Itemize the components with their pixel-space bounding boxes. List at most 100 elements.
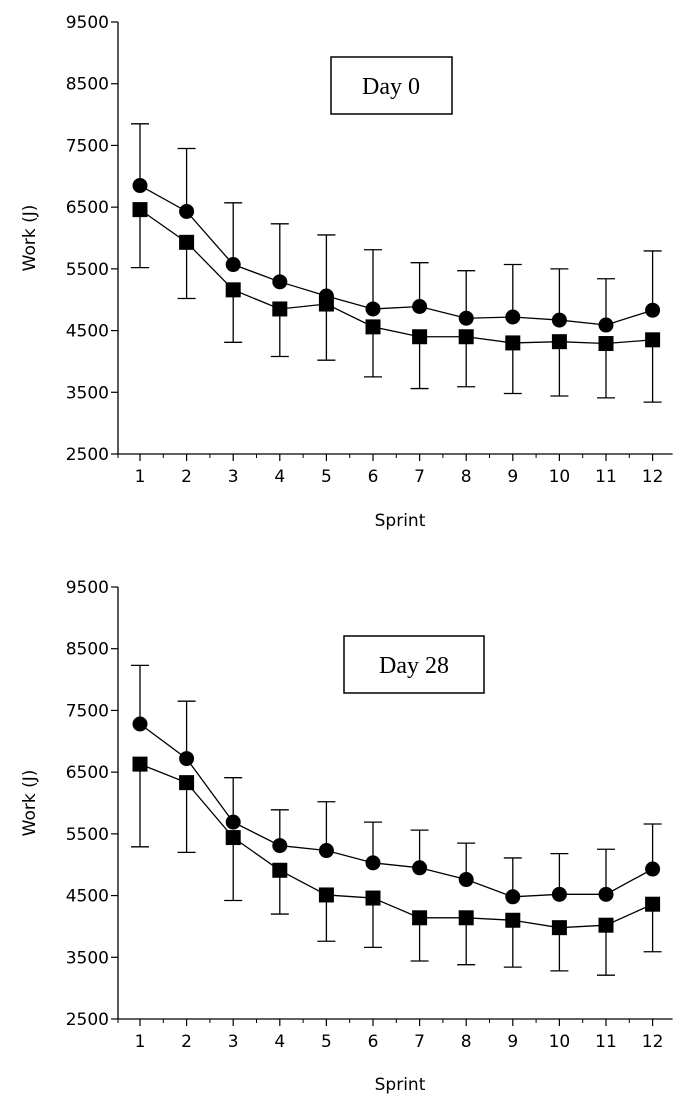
day-0-x-tick-label: 1 xyxy=(135,467,146,487)
day-28-square-point xyxy=(598,917,614,933)
day-28-y-tick-label: 7500 xyxy=(66,701,109,721)
day-28-circle-point xyxy=(412,860,428,876)
day-0-y-tick-label: 5500 xyxy=(66,260,109,280)
day-28-square-point xyxy=(412,910,428,926)
day-0-y-tick-label: 7500 xyxy=(66,136,109,156)
day-0-label: Day 0 xyxy=(362,74,420,100)
day-0-x-tick-label: 5 xyxy=(321,467,332,487)
day-0-square-point xyxy=(272,301,288,317)
day-28-y-tick-label: 3500 xyxy=(66,948,109,968)
day-28-label-box xyxy=(343,635,485,694)
day-28-x-tick-label: 1 xyxy=(135,1032,146,1052)
day-0-square-point xyxy=(505,335,521,351)
day-28-y-axis-label: Work (J) xyxy=(20,770,40,837)
day-28-y-tick-label: 4500 xyxy=(66,887,109,907)
day-0-x-tick-label: 2 xyxy=(181,467,192,487)
day-0-square-series-line xyxy=(139,209,653,345)
day-0-x-tick-label: 6 xyxy=(368,467,379,487)
day-0-x-tick-label: 9 xyxy=(507,467,518,487)
day-0-y-tick-label: 2500 xyxy=(66,445,109,465)
day-0-circle-point xyxy=(132,178,148,194)
day-0-square-point xyxy=(132,202,148,218)
day-28-panel: Day 28 Sprint Work (J) 2500 3500 4500 5500 6… xyxy=(20,578,673,1095)
day-28-square-point xyxy=(645,896,661,912)
day-28-x-tick-label: 11 xyxy=(595,1032,617,1052)
day-28-y-tick-label: 6500 xyxy=(66,763,109,783)
day-0-square-point xyxy=(179,234,195,250)
day-0-x-tick-label: 11 xyxy=(595,467,617,487)
day-0-circle-point xyxy=(505,309,521,325)
day-0-circle-point xyxy=(272,274,288,290)
day-28-circle-point xyxy=(318,843,334,859)
day-28-y-tick-label: 5500 xyxy=(66,825,109,845)
day-0-x-tick-label: 8 xyxy=(461,467,472,487)
day-28-square-point xyxy=(505,912,521,928)
day-28-label: Day 28 xyxy=(379,653,449,679)
day-0-y-tick-label: 9500 xyxy=(66,13,109,33)
day-28-square-point xyxy=(272,862,288,878)
day-28-x-tick-label: 7 xyxy=(414,1032,425,1052)
day-28-x-tick-label: 5 xyxy=(321,1032,332,1052)
day-28-y-tick-label: 8500 xyxy=(66,640,109,660)
day-0-y-tick-label: 4500 xyxy=(66,322,109,342)
day-0-x-tick-label: 4 xyxy=(274,467,285,487)
day-28-square-point xyxy=(179,775,195,791)
day-28-circle-point xyxy=(458,872,474,888)
day-28-y-tick-label: 9500 xyxy=(66,578,109,598)
day-28-x-axis-label: Sprint xyxy=(375,1075,426,1095)
day-28-circle-point xyxy=(179,751,195,767)
day-0-square-point xyxy=(318,296,334,312)
day-28-circle-point xyxy=(645,861,661,877)
day-0-x-tick-label: 7 xyxy=(414,467,425,487)
day-0-x-axis-label: Sprint xyxy=(375,511,426,531)
day-28-circle-point xyxy=(132,716,148,732)
day-0-circle-point xyxy=(551,312,567,328)
day-28-circle-point xyxy=(365,855,381,871)
day-28-square-point xyxy=(225,830,241,846)
day-0-x-tick-label: 3 xyxy=(228,467,239,487)
day-0-label-box xyxy=(330,56,453,115)
day-28-x-tick-label: 9 xyxy=(507,1032,518,1052)
day-28-square-point xyxy=(132,756,148,772)
day-0-circle-point xyxy=(458,310,474,326)
day-0-circle-point xyxy=(598,317,614,333)
day-28-y-tick-label: 2500 xyxy=(66,1010,109,1030)
day-28-x-tick-label: 12 xyxy=(642,1032,664,1052)
day-28-x-tick-label: 2 xyxy=(181,1032,192,1052)
day-0-circle-point xyxy=(225,257,241,273)
day-0-circle-point xyxy=(365,301,381,317)
day-28-x-tick-label: 10 xyxy=(549,1032,571,1052)
day-0-square-point xyxy=(412,329,428,345)
day-0-y-tick-label: 6500 xyxy=(66,198,109,218)
day-28-x-tick-label: 6 xyxy=(368,1032,379,1052)
day-28-x-tick-label: 8 xyxy=(461,1032,472,1052)
day-28-x-tick-label: 4 xyxy=(274,1032,285,1052)
day-0-square-point xyxy=(365,319,381,335)
day-0-x-tick-label: 10 xyxy=(549,467,571,487)
day-28-circle-point xyxy=(598,886,614,902)
day-28-square-point xyxy=(365,890,381,906)
day-0-x-tick-label: 12 xyxy=(642,467,664,487)
day-28-square-point xyxy=(318,887,334,903)
day-28-circle-point xyxy=(225,814,241,830)
day-28-square-point xyxy=(458,910,474,926)
day-0-circle-point xyxy=(412,299,428,315)
day-0-square-point xyxy=(458,329,474,345)
day-28-circle-point xyxy=(272,838,288,854)
day-0-square-point xyxy=(551,334,567,350)
day-28-circle-series-line xyxy=(139,723,653,898)
day-0-y-axis-label: Work (J) xyxy=(20,205,40,272)
day-28-x-tick-label: 3 xyxy=(228,1032,239,1052)
day-28-square-series-line xyxy=(139,763,653,929)
day-0-square-point xyxy=(598,336,614,352)
day-0-circle-point xyxy=(645,302,661,318)
day-28-circle-point xyxy=(551,886,567,902)
day-0-y-tick-label: 8500 xyxy=(66,75,109,95)
day-0-y-tick-label: 3500 xyxy=(66,383,109,403)
day-0-square-point xyxy=(225,282,241,298)
day-28-square-point xyxy=(551,920,567,936)
day-0-circle-series-line xyxy=(139,184,653,326)
day-0-panel: Day 0 Sprint Work (J) 250035004500550065… xyxy=(20,13,673,531)
day-28-circle-point xyxy=(505,889,521,905)
